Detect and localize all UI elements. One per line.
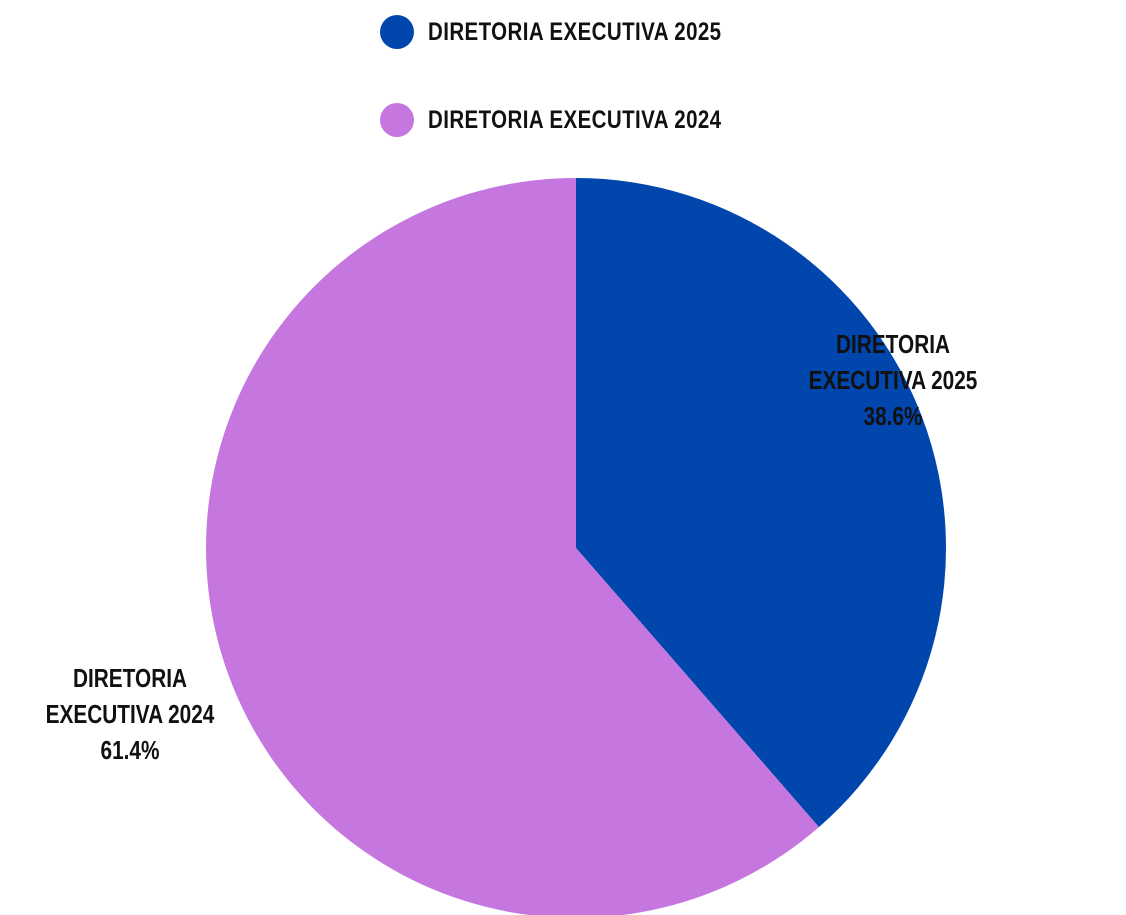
legend-item-2025[interactable]: DIRETORIA EXECUTIVA 2025: [380, 12, 786, 52]
legend-label-2024: DIRETORIA EXECUTIVA 2024: [428, 105, 722, 134]
chart-legend: DIRETORIA EXECUTIVA 2025 DIRETORIA EXECU…: [380, 12, 786, 188]
slice-label-2024-line1: DIRETORIA: [72, 663, 188, 693]
legend-swatch-2024: [380, 103, 414, 137]
legend-item-2024[interactable]: DIRETORIA EXECUTIVA 2024: [380, 100, 786, 140]
slice-value-2024: 61.4%: [100, 735, 160, 765]
pie-slice-2024[interactable]: [206, 178, 819, 915]
slice-label-2024-line2: EXECUTIVA 2024: [45, 699, 215, 729]
legend-label-2025: DIRETORIA EXECUTIVA 2025: [428, 17, 722, 46]
slice-label-2025-line1: DIRETORIA: [835, 329, 951, 359]
legend-swatch-2025: [380, 15, 414, 49]
slice-label-2025: DIRETORIA EXECUTIVA 2025 38.6%: [789, 326, 997, 434]
slice-label-2025-line2: EXECUTIVA 2025: [808, 365, 978, 395]
slice-label-2024: DIRETORIA EXECUTIVA 2024 61.4%: [26, 660, 234, 768]
pie-slice-2025[interactable]: [576, 178, 946, 828]
slice-value-2025: 38.6%: [863, 401, 923, 431]
